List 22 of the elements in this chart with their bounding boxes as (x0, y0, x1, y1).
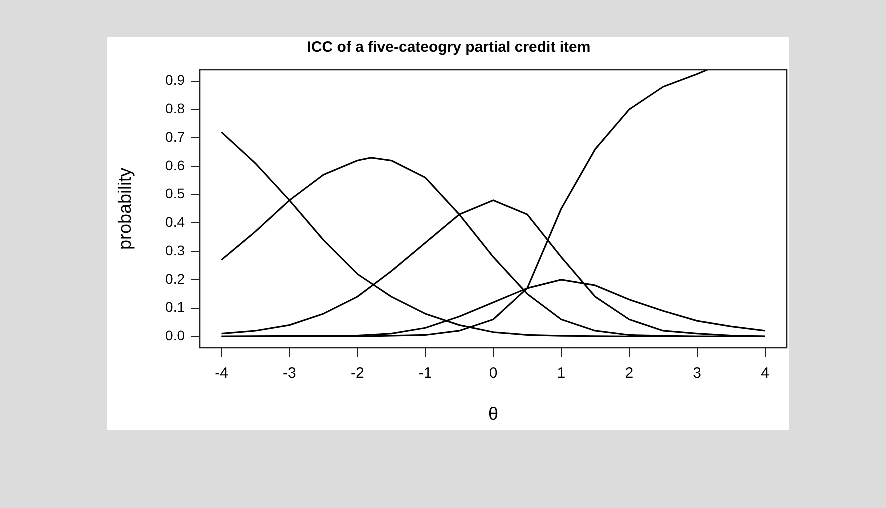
x-tick-label: -3 (283, 365, 296, 382)
chart-title: ICC of a five-cateogry partial credit item (307, 39, 591, 56)
x-tick-label: 1 (557, 365, 566, 382)
y-tick-label: 0.3 (166, 242, 186, 258)
y-tick-label: 0.9 (166, 72, 186, 88)
y-tick-label: 0.8 (166, 100, 186, 117)
x-tick-label: 3 (693, 365, 702, 382)
x-tick-label: -2 (350, 365, 364, 382)
x-tick-label: 4 (761, 365, 770, 382)
y-tick-label: 0.1 (166, 299, 186, 316)
y-tick-label: 0.7 (166, 128, 186, 145)
y-tick-label: 0.0 (166, 328, 186, 344)
y-tick-label: 0.2 (166, 270, 186, 287)
y-axis-title: probability (114, 168, 135, 250)
y-tick-label: 0.6 (166, 157, 186, 174)
y-tick-label: 0.4 (166, 214, 186, 230)
x-tick-label: -4 (215, 365, 228, 382)
x-tick-label: -1 (418, 365, 432, 382)
x-tick-label: 0 (489, 365, 498, 382)
x-axis-title: θ (488, 404, 499, 424)
y-tick-label: 0.5 (166, 186, 186, 202)
x-tick-label: 2 (625, 365, 634, 382)
